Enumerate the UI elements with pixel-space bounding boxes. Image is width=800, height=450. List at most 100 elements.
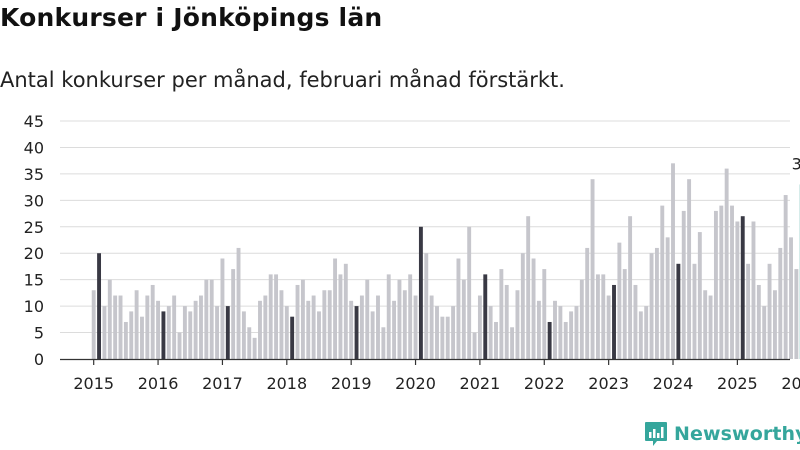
- bar: [102, 306, 107, 359]
- bar: [274, 274, 279, 359]
- bar: [778, 247, 783, 359]
- bar: [231, 269, 236, 359]
- bar: [161, 311, 166, 359]
- bar: [671, 163, 675, 359]
- bar: [252, 337, 257, 359]
- bar: [601, 274, 606, 359]
- bar: [553, 300, 557, 359]
- bar: [585, 247, 590, 359]
- bar: [547, 321, 552, 359]
- bar: [349, 300, 354, 359]
- bar: [536, 300, 541, 359]
- bar: [209, 279, 214, 359]
- bar: [268, 274, 273, 359]
- x-tick-label: 2017: [202, 374, 243, 393]
- bar: [134, 290, 139, 359]
- bar: [595, 274, 600, 359]
- bar: [91, 290, 96, 359]
- bar: [284, 306, 289, 359]
- bar: [279, 290, 284, 359]
- x-tick-label: 2020: [395, 374, 436, 393]
- y-tick-label: 40: [24, 138, 44, 157]
- bar: [633, 284, 638, 359]
- bar: [574, 306, 579, 359]
- bar: [145, 295, 150, 359]
- y-tick-label: 30: [24, 191, 44, 210]
- x-tick-label: 2023: [588, 374, 629, 393]
- y-axis: 0 5 10 15 20 25 30 35 40 45: [24, 112, 44, 369]
- bar: [794, 269, 799, 359]
- bar: [204, 279, 209, 359]
- bar: [140, 316, 144, 359]
- y-tick-label: 35: [24, 165, 44, 184]
- bar: [386, 274, 391, 359]
- bar: [746, 263, 751, 359]
- bar: [365, 279, 370, 359]
- newsworthy-icon: [645, 422, 667, 446]
- y-tick-label: 0: [34, 350, 44, 369]
- bar: [311, 295, 316, 359]
- bar: [440, 316, 445, 359]
- bar: [767, 263, 772, 359]
- bar: [338, 274, 343, 359]
- bar: [166, 306, 171, 359]
- bar: [697, 232, 702, 359]
- bar: [123, 321, 128, 359]
- bar: [359, 295, 364, 359]
- y-tick-label: 5: [34, 324, 44, 343]
- bar: [333, 258, 338, 359]
- bar: [542, 269, 547, 359]
- bar: [563, 321, 568, 359]
- x-tick-label: 2015: [73, 374, 114, 393]
- bar: [199, 295, 203, 359]
- bar: [531, 258, 536, 359]
- bar: [241, 311, 246, 359]
- bar: [590, 179, 595, 359]
- bar: [569, 311, 574, 359]
- bar: [660, 205, 665, 359]
- bar: [129, 311, 134, 359]
- brand-name: Newsworthy: [674, 423, 800, 445]
- bar: [435, 306, 439, 359]
- bar: [456, 258, 461, 359]
- bar: [429, 295, 434, 359]
- chart-subtitle: Antal konkurser per månad, februari måna…: [0, 68, 565, 92]
- bar: [461, 279, 466, 359]
- bar: [783, 195, 788, 359]
- bar: [740, 216, 745, 359]
- bar: [182, 306, 187, 359]
- bar: [488, 306, 493, 359]
- y-tick-label: 15: [24, 271, 44, 290]
- bar: [397, 279, 402, 359]
- bar: [628, 216, 633, 359]
- bar: [510, 327, 515, 359]
- bar: [295, 284, 300, 359]
- bar: [724, 168, 729, 359]
- bar: [526, 216, 531, 359]
- bar: [692, 263, 697, 359]
- bar: [306, 300, 311, 359]
- x-axis: 2015 2016 2017 2018 2019 2020 2021 2022 2023 2024…: [60, 358, 800, 393]
- bar: [499, 269, 504, 359]
- bar: [263, 295, 268, 359]
- bar: [708, 295, 713, 359]
- bar: [477, 295, 482, 359]
- bar: [193, 300, 198, 359]
- bar: [258, 300, 262, 359]
- bar: [751, 221, 756, 359]
- bar: [156, 300, 161, 359]
- bar: [107, 279, 112, 359]
- bar: [520, 253, 525, 359]
- bar: [413, 295, 418, 359]
- bar: [504, 284, 509, 359]
- bars: [91, 163, 800, 359]
- bar: [649, 253, 654, 359]
- bar: [177, 332, 182, 359]
- bar: [215, 306, 220, 359]
- bar: [665, 237, 670, 359]
- bar: [756, 284, 761, 359]
- bar: [97, 253, 102, 359]
- bar: [408, 274, 413, 359]
- bar: [617, 242, 622, 359]
- x-tick-label: 2019: [331, 374, 372, 393]
